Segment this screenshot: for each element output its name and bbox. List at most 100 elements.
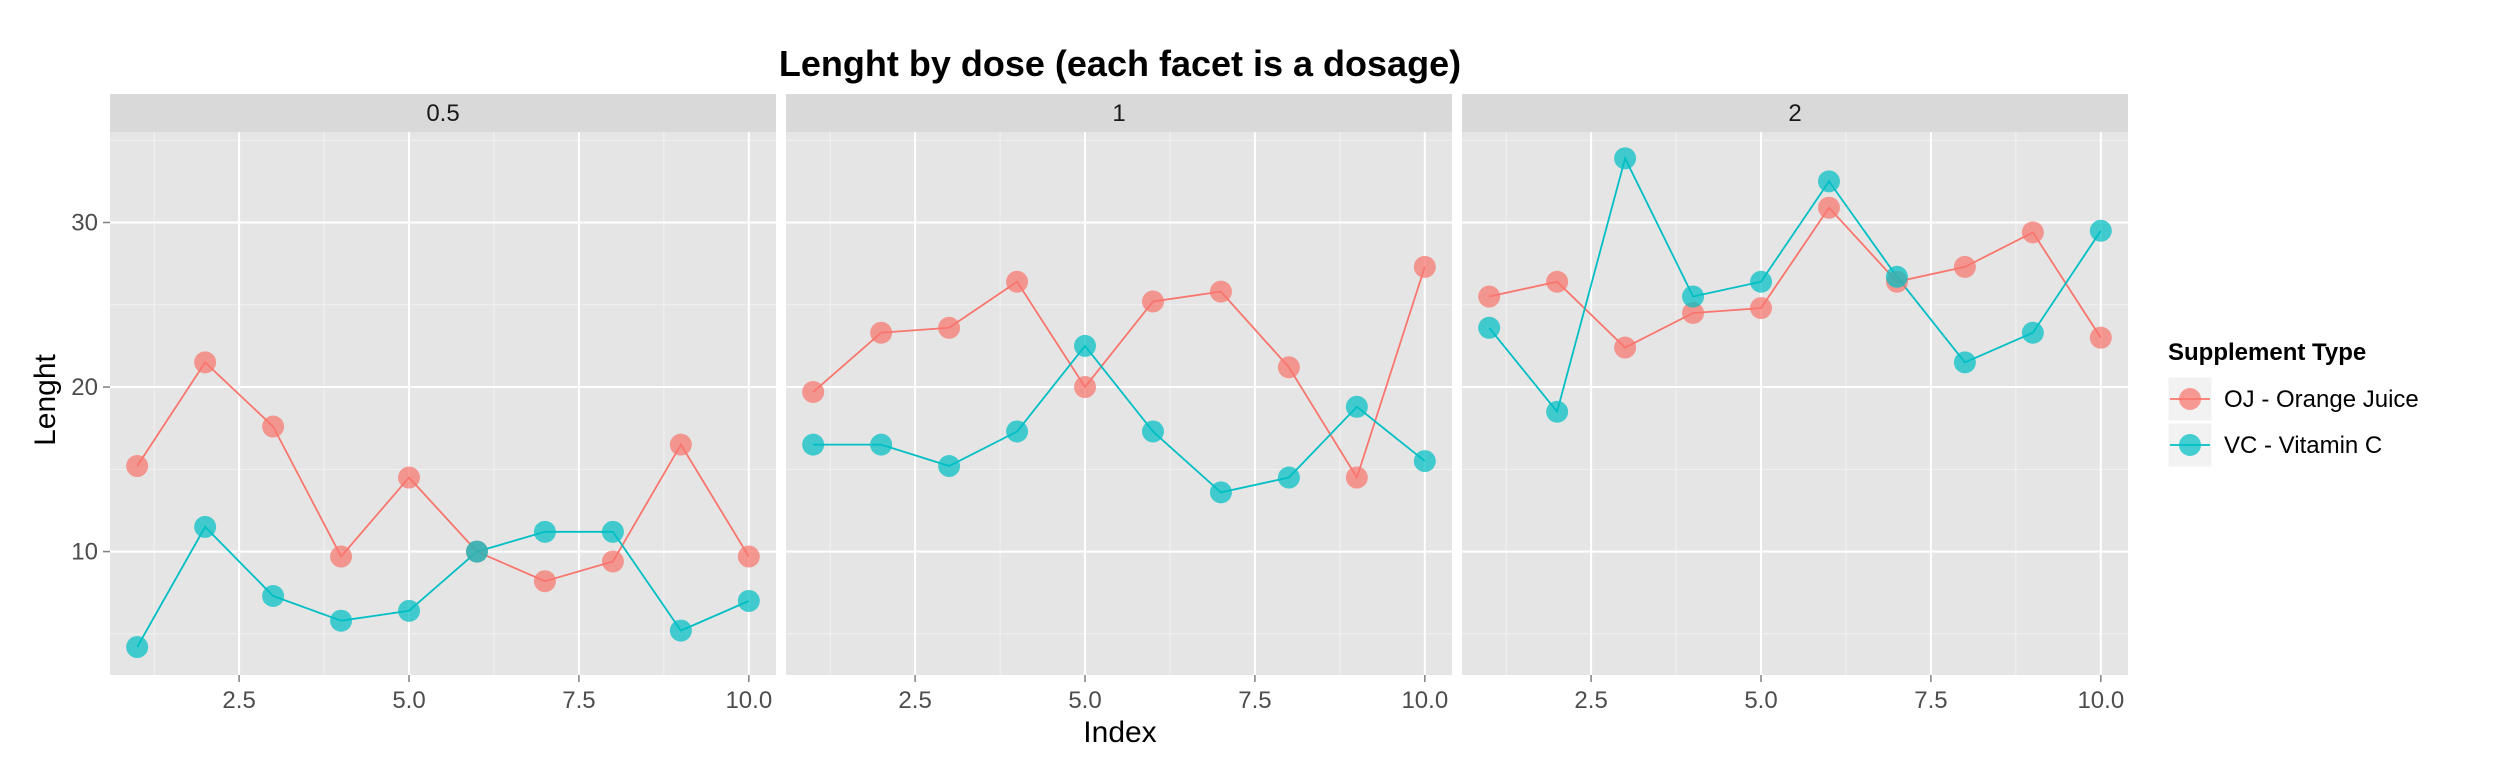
data-point-oj (1546, 270, 1569, 293)
data-point-vc (1478, 316, 1501, 339)
facet-1: 0.5 2.5 5.0 7.5 10.0 10 20 30 (71, 94, 776, 714)
x-tick-label: 7.5 (1914, 687, 1947, 714)
data-point-vc (330, 609, 353, 632)
data-point-oj (1209, 280, 1232, 303)
data-point-oj (2089, 326, 2112, 349)
data-point-vc (802, 433, 825, 456)
series-line-vc (1488, 155, 2102, 414)
data-point-vc (1209, 481, 1232, 504)
series-line-oj (1489, 206, 2102, 349)
data-point-oj (802, 380, 825, 403)
data-point-vc (1817, 170, 1840, 193)
x-tick-label: 5.0 (1068, 687, 1101, 714)
x-axis-label: Index (1083, 716, 1156, 749)
y-tick-label: 20 (71, 374, 98, 401)
data-point-vc (1750, 270, 1773, 293)
legend-items: OJ - Orange Juice VC - Vitamin C (2167, 376, 2419, 468)
x-tick-label: 2.5 (898, 687, 931, 714)
legend: Supplement Type OJ - Orange Juice VC - Vi… (2167, 339, 2419, 468)
legend-label: VC - Vitamin C (2224, 432, 2382, 459)
facet-strip (786, 94, 1452, 132)
data-point-vc (601, 520, 624, 543)
data-point-oj (1074, 376, 1097, 399)
data-point-oj (601, 550, 624, 573)
series-line-oj (812, 266, 1426, 480)
data-point-vc (1885, 265, 1908, 288)
facet-strip-label: 2 (1788, 100, 1801, 127)
data-point-vc (533, 520, 556, 543)
data-point-oj (533, 570, 556, 593)
data-point-oj (1750, 297, 1773, 320)
data-point-vc (1141, 420, 1164, 443)
data-point-vc (1614, 147, 1637, 170)
data-point-vc (1953, 351, 1976, 374)
data-point-oj (2021, 221, 2044, 244)
x-tick-label: 10.0 (1401, 687, 1448, 714)
facet-3: 2 2.5 5.0 7.5 10.0 (1462, 94, 2128, 714)
data-point-oj (1277, 356, 1300, 379)
data-point-oj (1614, 336, 1637, 359)
data-point-oj (262, 415, 285, 438)
data-point-vc (870, 433, 893, 456)
data-point-vc (194, 515, 217, 538)
data-point-oj (737, 545, 760, 568)
x-tick-label: 10.0 (2077, 687, 2124, 714)
data-point-oj (870, 321, 893, 344)
data-point-vc (1006, 420, 1029, 443)
data-point-vc (1413, 450, 1436, 473)
x-tick-label: 10.0 (725, 687, 772, 714)
data-point-oj (194, 351, 217, 374)
data-point-oj (1141, 290, 1164, 313)
data-point-oj (398, 466, 421, 489)
legend-key-point (2179, 434, 2201, 456)
facet-strip (110, 94, 776, 132)
data-point-vc (1345, 395, 1368, 418)
data-point-vc (1277, 466, 1300, 489)
panel-background (110, 132, 776, 675)
data-point-vc (1546, 400, 1569, 423)
data-point-oj (1817, 196, 1840, 219)
x-tick-label: 5.0 (1744, 687, 1777, 714)
x-tick-label: 7.5 (1238, 687, 1271, 714)
x-tick-label: 5.0 (392, 687, 425, 714)
facet-2: 1 2.5 5.0 7.5 10.0 (786, 94, 1452, 714)
data-point-oj (126, 455, 149, 478)
data-point-oj (1478, 285, 1501, 308)
x-tick-label: 2.5 (222, 687, 255, 714)
y-tick-label: 10 (71, 539, 98, 566)
series-line-vc (136, 525, 750, 648)
data-point-vc (669, 619, 692, 642)
y-axis-label: Lenght (29, 353, 62, 445)
data-point-vc (126, 636, 149, 659)
facets: 0.5 2.5 5.0 7.5 10.0 10 20 30 1 2.5 5.0 7.5 10.0 2 2.5… (71, 94, 2128, 714)
data-point-vc (398, 599, 421, 622)
chart-title: Lenght by dose (each facet is a dosage) (779, 43, 1461, 84)
data-point-vc (1074, 334, 1097, 357)
data-point-oj (1953, 255, 1976, 278)
x-tick-label: 7.5 (562, 687, 595, 714)
data-point-vc (1682, 285, 1705, 308)
legend-title: Supplement Type (2168, 339, 2366, 366)
data-point-vc (2021, 321, 2044, 344)
legend-key-point (2179, 388, 2201, 410)
data-point-vc (2089, 219, 2112, 242)
data-point-oj (1413, 255, 1436, 278)
legend-label: OJ - Orange Juice (2224, 386, 2419, 413)
data-point-vc (262, 585, 285, 608)
data-point-oj (1682, 302, 1705, 324)
data-point-oj (330, 545, 353, 568)
data-point-vc (938, 455, 961, 478)
data-point-oj (938, 316, 961, 339)
legend-item-oj: OJ - Orange Juice (2167, 376, 2419, 422)
x-tick-label: 2.5 (1574, 687, 1607, 714)
data-point-oj (1006, 270, 1029, 293)
series-line-vc (813, 344, 1426, 494)
data-point-oj (1345, 466, 1368, 489)
data-point-vc (465, 540, 488, 563)
series-line-oj (136, 361, 750, 583)
data-point-oj (669, 433, 692, 456)
facet-strip-label: 1 (1112, 100, 1125, 127)
legend-item-vc: VC - Vitamin C (2167, 422, 2382, 468)
facet-strip (1462, 94, 2128, 132)
